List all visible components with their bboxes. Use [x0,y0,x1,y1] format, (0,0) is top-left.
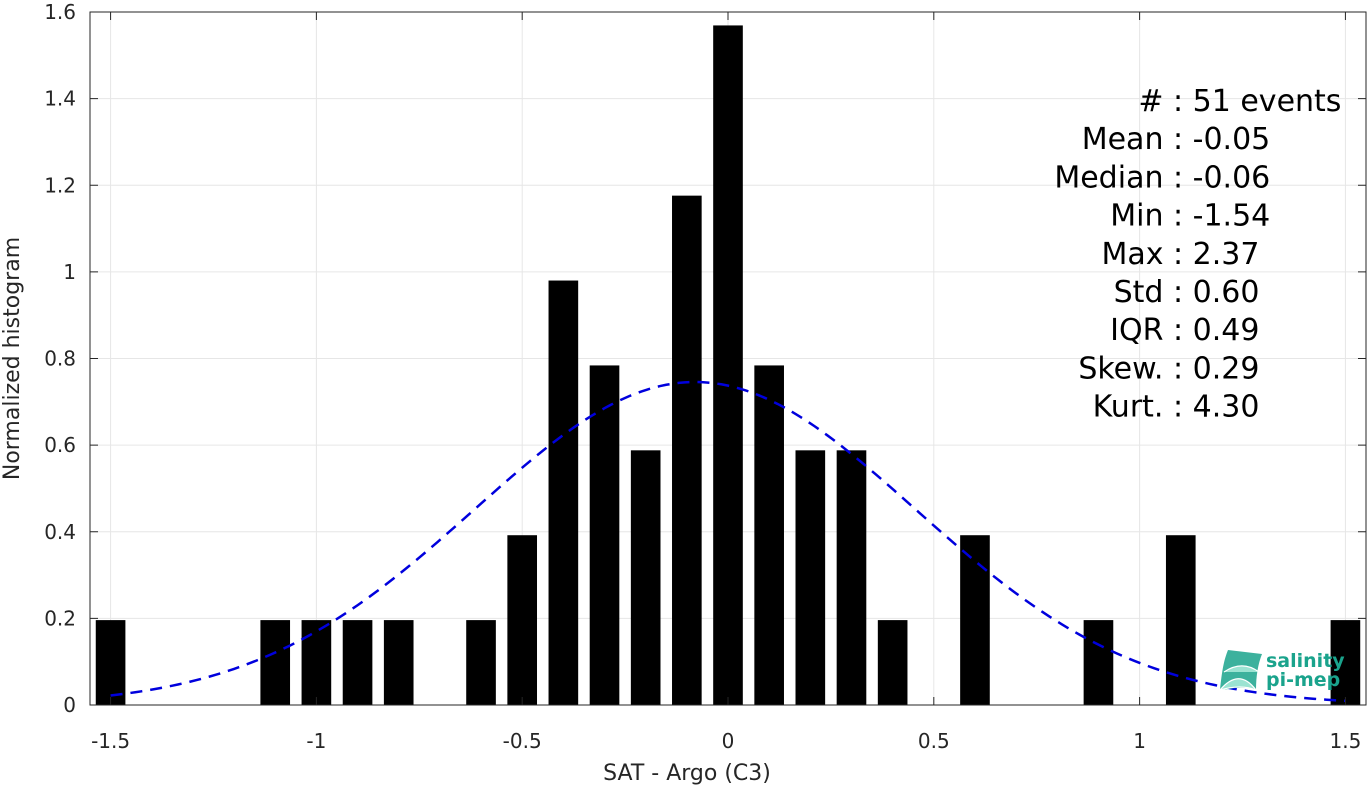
stat-line: Max : 2.37 [1101,237,1259,272]
stat-key: Skew. [1078,351,1173,386]
stat-value: : -1.54 [1173,199,1270,234]
logo-text-pimep: pi-mep [1266,669,1340,691]
histogram-bar [960,535,990,705]
histogram-bar [301,620,332,705]
y-tick-label: 0.8 [44,347,76,371]
x-tick-label: 0 [722,729,735,753]
x-tick-label: -1.5 [91,729,130,753]
histogram-bars [95,25,1361,705]
y-tick-label: 0.6 [44,433,76,457]
y-tick-label: 0 [63,693,76,717]
stat-key: Mean [1082,122,1173,157]
histogram-bar [1083,620,1114,705]
wave-logo-icon-accent [1218,665,1260,692]
histogram-bar [548,280,579,705]
histogram-bar [754,365,784,705]
gaussian-fit-curve [110,380,1346,703]
stat-line: IQR : 0.49 [1110,313,1259,348]
y-tick-label: 0.4 [44,520,76,544]
stat-key: Kurt. [1093,390,1173,425]
y-tick-label: 0.2 [44,606,76,630]
stat-line: # : 51 events [1138,84,1341,119]
stat-key: IQR [1110,313,1173,348]
stat-line: Mean : -0.05 [1082,122,1271,157]
stat-key: Std [1114,275,1173,310]
x-tick-label: -0.5 [503,729,542,753]
stat-line: Median : -0.06 [1054,160,1270,195]
histogram-bar [795,450,826,705]
x-tick-label: 1.5 [1330,729,1362,753]
histogram-bar [1165,535,1196,705]
stat-line: Min : -1.54 [1110,199,1270,234]
salinity-pimep-logo: salinity pi-mep [1218,650,1345,692]
x-axis-label: SAT - Argo (C3) [603,761,771,786]
y-tick-label: 1.4 [44,87,76,111]
histogram-bar [713,25,743,705]
stat-key: Min [1110,199,1173,234]
y-tick-labels: 0 0.2 0.4 0.6 0.8 1 1.2 1.4 1.6 [44,0,76,717]
stat-value: : 0.49 [1173,313,1259,348]
x-tick-label: -1 [306,729,326,753]
y-tick-label: 1.2 [44,173,76,197]
stat-line: Kurt. : 4.30 [1093,390,1260,425]
histogram-bar [260,620,291,705]
histogram-bar [1330,620,1361,705]
stat-line: Std : 0.60 [1114,275,1260,310]
histogram-bar [630,450,661,705]
stat-line: Skew. : 0.29 [1078,351,1259,386]
stat-value: : 4.30 [1173,390,1259,425]
histogram-bar [95,620,126,705]
histogram-bar [672,195,702,705]
stat-value: : 0.60 [1173,275,1259,310]
stat-value: : -0.05 [1173,122,1270,157]
histogram-bar [589,365,620,705]
stat-key: Median [1054,160,1173,195]
histogram-bar [836,450,867,705]
x-tick-label: 0.5 [918,729,950,753]
histogram-bar [342,620,373,705]
histogram-bar [877,620,908,705]
logo-text-salinity: salinity [1266,650,1345,672]
histogram-bar [466,620,496,705]
y-axis-label: Normalized histogram [0,237,25,480]
histogram-bar [507,535,538,705]
stat-value: : 2.37 [1173,237,1259,272]
stat-value: : 0.29 [1173,351,1259,386]
x-tick-labels: -1.5 -1 -0.5 0 0.5 1 1.5 [91,729,1361,753]
y-tick-label: 1.6 [44,0,76,24]
x-tick-label: 1 [1133,729,1146,753]
stat-value: : -0.06 [1173,160,1270,195]
stat-value: : 51 events [1173,84,1341,119]
stat-key: # [1138,84,1173,119]
axis-ticks [90,11,1366,706]
histogram-bar [383,620,414,705]
y-tick-label: 1 [63,260,76,284]
stat-key: Max [1101,237,1173,272]
